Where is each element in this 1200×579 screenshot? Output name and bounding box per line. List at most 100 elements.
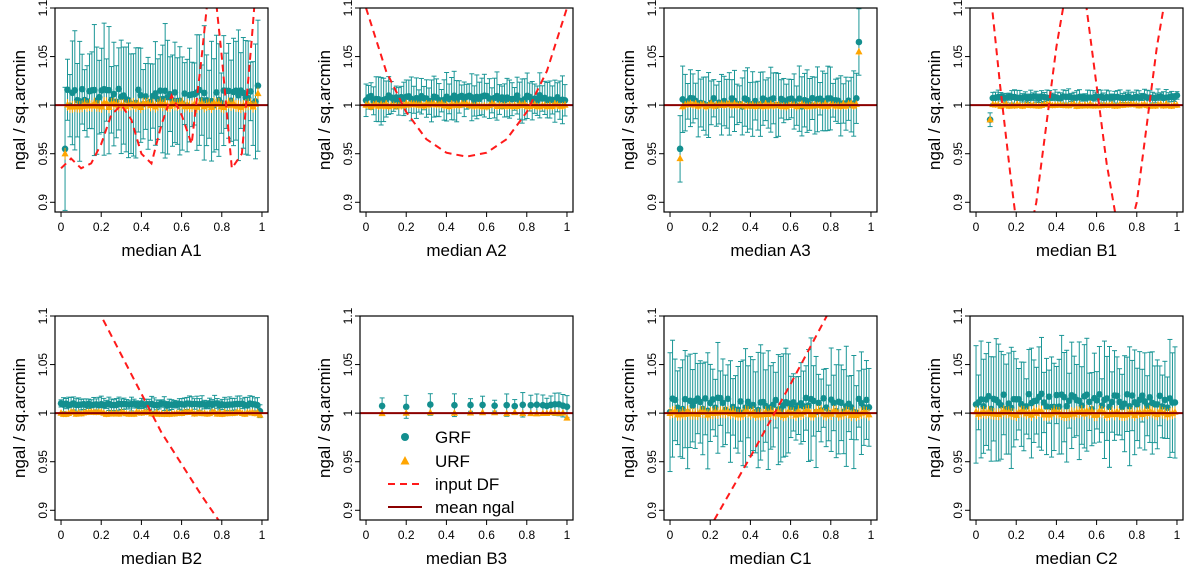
x-axis-label: median C1	[729, 549, 811, 568]
grf-point	[1126, 402, 1133, 410]
urf-point	[491, 408, 499, 416]
y-tick-label: 0.9	[951, 502, 965, 519]
urf-point	[137, 103, 145, 110]
x-tick-label: 0.2	[398, 528, 415, 542]
grf-point	[724, 395, 732, 403]
plot-area	[664, 316, 877, 520]
grf-point	[451, 401, 458, 409]
grf-point	[709, 396, 717, 403]
grf-point	[1093, 396, 1101, 404]
urf-point	[1027, 411, 1036, 418]
panel-frame	[54, 315, 269, 521]
legend-grf-marker	[401, 433, 409, 441]
grf-point	[1164, 404, 1171, 412]
panel-frame	[969, 315, 1184, 521]
grf-point	[1108, 398, 1116, 406]
grf-point	[1128, 392, 1136, 399]
panel-4: 0.9 0.95 1 1.05 1.1 0 0.2 0.4 0.6 0.8 1 median B1 ng…	[925, 0, 1184, 260]
x-tick-label: 0.8	[1128, 528, 1145, 542]
legend-urf-marker	[400, 456, 410, 465]
urf-point	[98, 102, 106, 110]
x-tick-label: 0.2	[702, 220, 719, 234]
grf-point	[511, 402, 519, 410]
y-tick-label: 1	[645, 101, 659, 108]
grf-point	[1043, 403, 1050, 410]
grf-point	[254, 401, 261, 409]
grf-point	[1007, 404, 1015, 412]
grf-point	[533, 401, 541, 408]
grf-point	[91, 86, 98, 94]
grf-point	[1106, 403, 1113, 411]
x-tick-label: 0.2	[93, 528, 110, 542]
grf-point	[1146, 394, 1154, 401]
y-tick-label: 1.05	[341, 45, 355, 69]
y-axis-label: ngal / sq.arcmin	[619, 358, 638, 478]
grf-point	[719, 399, 727, 407]
grf-point	[1055, 403, 1063, 411]
grf-point	[1025, 390, 1033, 398]
y-tick-label: 1	[951, 409, 965, 416]
grf-point	[244, 94, 252, 102]
panel-5: 0.9 0.95 1 1.05 1.1 0 0.2 0.4 0.6 0.8 1 median B2 ng…	[10, 307, 269, 568]
x-tick-label: 0.8	[213, 220, 230, 234]
grf-point	[1083, 391, 1091, 399]
x-tick-label: 0.2	[93, 220, 110, 234]
grf-point	[64, 86, 71, 94]
panel-3: 0.9 0.95 1 1.05 1.1 0 0.2 0.4 0.6 0.8 1 median A3 ng…	[619, 0, 878, 260]
x-tick-label: 0	[973, 220, 980, 234]
grf-point	[681, 395, 689, 403]
grf-point	[830, 399, 838, 407]
grf-point	[701, 395, 709, 402]
grf-point	[1159, 403, 1166, 410]
grf-point	[808, 94, 816, 102]
urf-point	[207, 103, 216, 110]
plot-area	[360, 8, 573, 158]
x-tick-label: 0.2	[1008, 220, 1025, 234]
grf-point	[467, 401, 474, 409]
y-tick-label: 1.05	[36, 353, 50, 377]
y-tick-label: 1.05	[951, 353, 965, 377]
grf-point	[853, 95, 860, 102]
x-tick-label: 0.8	[1128, 220, 1145, 234]
y-axis-label: ngal / sq.arcmin	[315, 358, 334, 478]
y-tick-label: 1	[645, 409, 659, 416]
x-axis-label: median B1	[1036, 241, 1117, 260]
x-tick-label: 0.6	[1088, 528, 1105, 542]
x-tick-label: 0	[667, 528, 674, 542]
grf-point	[790, 399, 797, 406]
grf-point	[865, 404, 873, 411]
y-tick-label: 1.1	[36, 0, 50, 16]
grf-point	[977, 396, 985, 403]
y-tick-label: 1	[36, 409, 50, 416]
grf-point	[770, 95, 777, 102]
y-axis-label: ngal / sq.arcmin	[925, 50, 944, 170]
urf-point	[1093, 411, 1101, 418]
x-tick-label: 0.6	[173, 220, 190, 234]
legend-label: input DF	[435, 475, 499, 494]
urf-point	[511, 408, 519, 416]
grf-point	[1138, 392, 1146, 399]
grf-point	[1053, 391, 1060, 399]
y-tick-label: 1	[36, 101, 50, 108]
grf-point	[1154, 401, 1161, 408]
grf-point	[863, 396, 870, 404]
y-tick-label: 0.95	[645, 142, 659, 166]
grf-point	[378, 402, 386, 410]
x-axis-label: median B2	[121, 549, 202, 568]
grf-point	[1161, 396, 1169, 404]
grf-point	[1098, 402, 1106, 409]
x-tick-label: 0.8	[518, 220, 535, 234]
y-tick-label: 0.9	[36, 194, 50, 211]
grf-point	[1023, 403, 1030, 410]
urf-point	[986, 115, 994, 123]
x-tick-label: 1	[259, 528, 266, 542]
grf-point	[135, 86, 142, 94]
x-tick-label: 0.6	[478, 528, 495, 542]
grf-point	[696, 398, 704, 406]
x-tick-label: 0.6	[1088, 220, 1105, 234]
grf-point	[737, 398, 744, 405]
grf-point	[200, 89, 208, 97]
urf-point	[676, 154, 684, 162]
grf-point	[820, 395, 827, 402]
